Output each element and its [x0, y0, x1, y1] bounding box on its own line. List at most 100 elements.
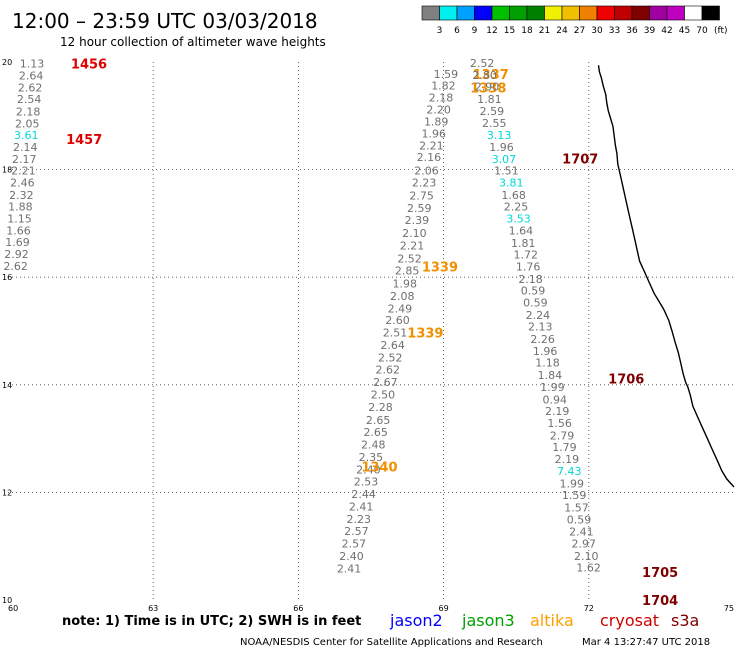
color-swatch — [421, 5, 440, 21]
swh-value: 3.07 — [492, 153, 517, 166]
swh-value: 2.64 — [380, 339, 405, 352]
color-swatch — [614, 5, 633, 21]
swh-value: 2.52 — [397, 252, 422, 265]
pass-number-label: 1705 — [642, 566, 678, 581]
swh-value: 2.26 — [530, 333, 555, 346]
swh-value: 1.98 — [392, 278, 417, 291]
swh-value: 2.51 — [383, 327, 408, 340]
swh-value: 2.57 — [344, 525, 369, 538]
swh-value: 2.59 — [407, 202, 432, 215]
color-swatch — [579, 5, 598, 21]
swh-value: 2.23 — [347, 513, 372, 526]
swh-value: 2.17 — [12, 153, 37, 166]
swh-value: 2.19 — [545, 405, 570, 418]
color-scale-label: 15 — [504, 26, 515, 36]
color-swatch — [526, 5, 545, 21]
data-points: 1.132.642.622.542.182.053.612.142.172.21… — [3, 57, 678, 609]
footer-stamp: Mar 4 13:27:47 UTC 2018 — [582, 637, 710, 648]
swh-value: 2.28 — [368, 401, 393, 414]
color-swatch — [509, 5, 528, 21]
swh-value: 1.59 — [434, 68, 459, 81]
pass-number-label: 1456 — [71, 58, 107, 73]
swh-value: 2.18 — [518, 273, 543, 286]
swh-value: 1.99 — [559, 477, 584, 490]
color-scale-label: 12 — [486, 26, 497, 36]
legend-entry: cryosat — [600, 611, 659, 630]
swh-value: 2.52 — [378, 351, 403, 364]
swh-value: 2.21 — [419, 139, 444, 152]
swh-value: 1.96 — [422, 128, 447, 141]
swh-value: 2.62 — [376, 364, 401, 377]
swh-value: 2.41 — [337, 562, 362, 575]
swh-value: 2.90 — [475, 81, 500, 94]
swh-value: 1.69 — [5, 236, 30, 249]
swh-value: 2.35 — [359, 451, 384, 464]
swh-value: 3.61 — [14, 129, 39, 142]
pass-number-label: 1457 — [66, 133, 102, 148]
color-swatch — [631, 5, 650, 21]
swh-value: 2.21 — [11, 165, 36, 178]
swh-value: 2.40 — [356, 463, 381, 476]
swh-value: 2.24 — [526, 309, 551, 322]
swh-value: 2.49 — [388, 302, 413, 315]
satellite-legend: jason2 jason3 altika cryosat s3a — [389, 611, 699, 630]
swh-value: 2.62 — [3, 260, 28, 273]
color-scale-label: 27 — [574, 26, 585, 36]
swh-value: 2.65 — [366, 414, 391, 427]
gridlines — [8, 62, 734, 600]
swh-value: 2.18 — [16, 105, 41, 118]
swh-value: 2.79 — [550, 429, 575, 442]
pass-number-label: 1338 — [470, 81, 506, 96]
swh-value: 2.18 — [429, 92, 454, 105]
chart-subtitle: 12 hour collection of altimeter wave hei… — [60, 35, 326, 49]
swh-value: 2.40 — [339, 550, 364, 563]
swh-value: 2.46 — [10, 177, 35, 190]
swh-value: 1.81 — [477, 93, 502, 106]
swh-value: 0.59 — [523, 296, 548, 309]
swh-value: 2.53 — [354, 476, 379, 489]
swh-value: 2.54 — [17, 93, 42, 106]
pass-number-label: 1340 — [361, 461, 397, 476]
plot-frame — [8, 62, 734, 600]
color-swatch — [491, 5, 510, 21]
color-scale-label: 30 — [591, 26, 603, 36]
swh-value: 1.96 — [489, 141, 514, 154]
swh-value: 1.51 — [494, 165, 519, 178]
y-tick-label: 16 — [2, 273, 12, 282]
swh-value: 1.62 — [576, 562, 601, 575]
x-tick-label: 63 — [148, 604, 158, 613]
swh-value: 2.75 — [409, 189, 434, 202]
x-tick-label: 72 — [584, 604, 594, 613]
swh-value: 2.97 — [572, 538, 597, 551]
pass-number-label: 1704 — [642, 594, 678, 609]
swh-value: 0.59 — [567, 513, 592, 526]
color-scale-label: 45 — [679, 26, 690, 36]
color-scale-label: 42 — [661, 26, 672, 36]
y-tick-label: 20 — [2, 58, 12, 67]
axis-ticks: 60 63 66 69 72 75 10 12 14 16 18 20 — [2, 58, 734, 613]
swh-value: 2.19 — [555, 453, 580, 466]
swh-value: 1.84 — [538, 369, 563, 382]
pass-number-label: 1337 — [473, 68, 509, 83]
swh-value: 2.80 — [472, 69, 497, 82]
swh-value: 1.13 — [20, 58, 45, 71]
color-scale-label: 6 — [454, 26, 460, 36]
color-swatch — [666, 5, 685, 21]
color-swatch — [439, 5, 458, 21]
legend-entry: jason2 — [389, 611, 443, 630]
color-swatch — [456, 5, 475, 21]
swh-value: 1.96 — [533, 345, 558, 358]
swh-value: 2.55 — [482, 117, 507, 130]
x-tick-label: 69 — [439, 604, 449, 613]
swh-value: 2.48 — [361, 439, 386, 452]
legend-entry: altika — [530, 611, 574, 630]
color-scale-label: 3 — [437, 26, 443, 36]
swh-value: 2.57 — [342, 538, 367, 551]
swh-value: 2.85 — [395, 265, 420, 278]
color-scale-label: 21 — [539, 26, 550, 36]
plot-area: 1.132.642.622.542.182.053.612.142.172.21… — [2, 57, 735, 613]
swh-value: 1.56 — [547, 417, 572, 430]
swh-value: 1.72 — [513, 249, 538, 262]
swh-value: 3.81 — [499, 177, 524, 190]
swh-value: 2.52 — [470, 57, 495, 70]
